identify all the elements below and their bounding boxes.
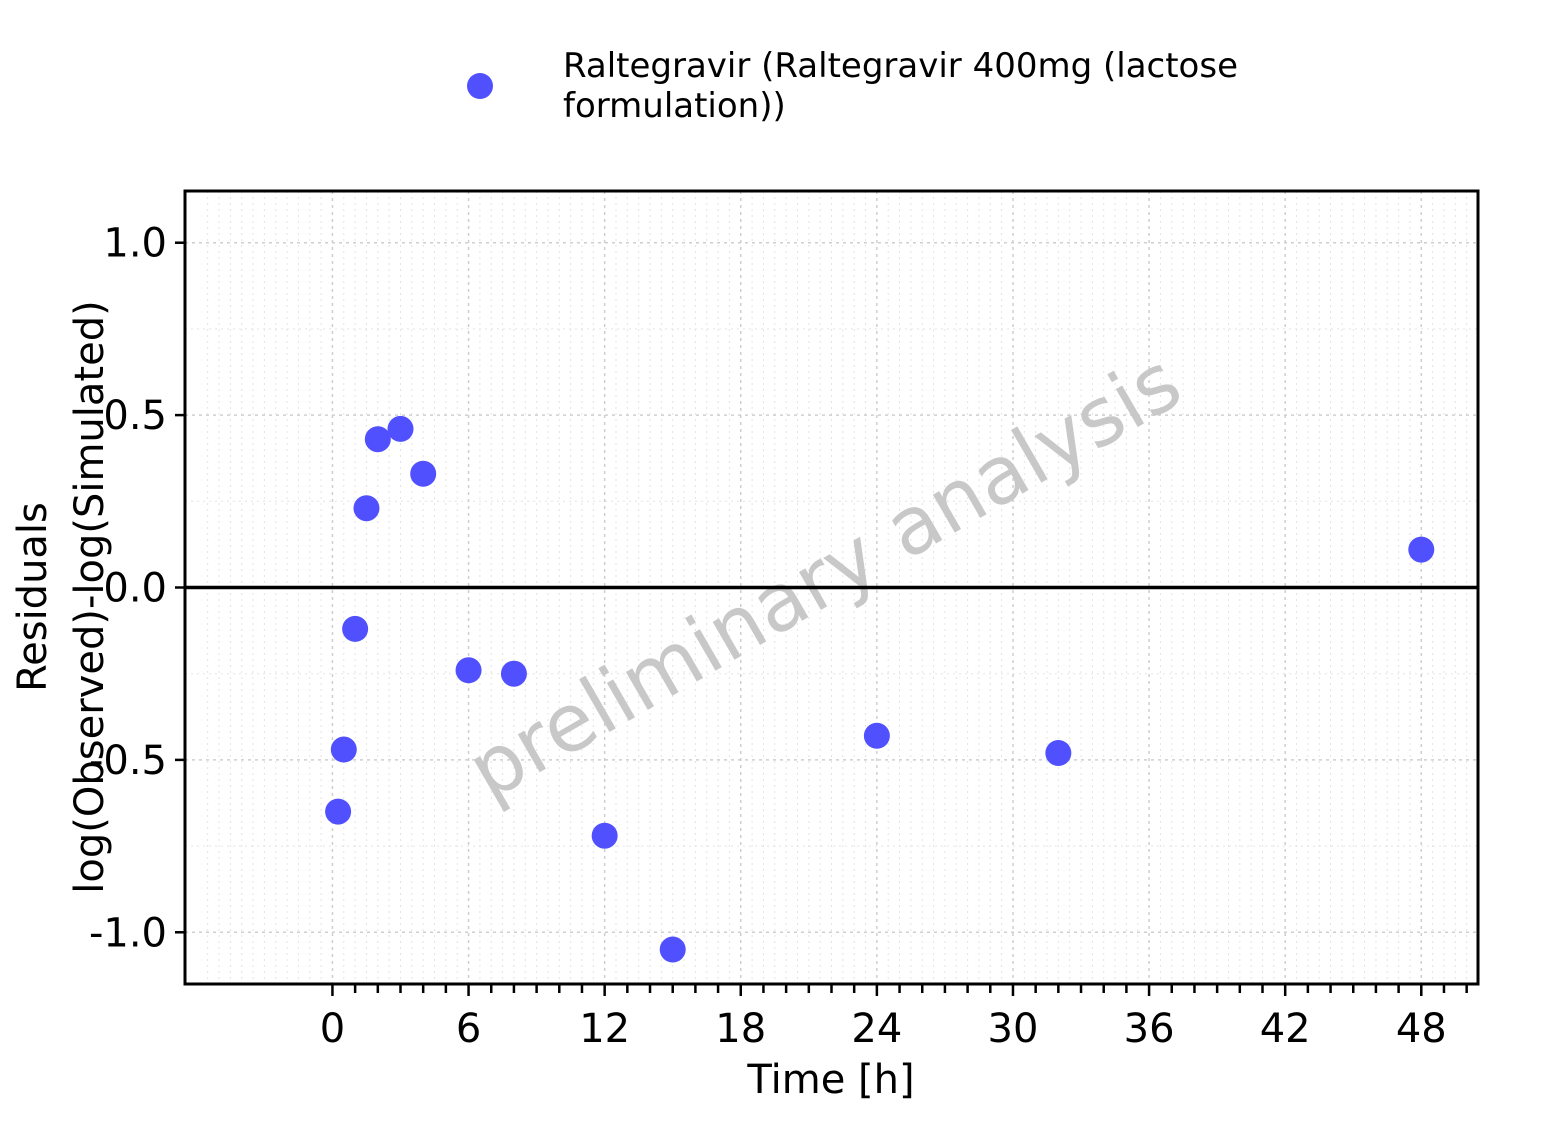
data-point <box>591 822 618 849</box>
x-tick-label: 0 <box>320 1006 345 1052</box>
data-point <box>325 798 352 825</box>
y-tick-label: 1.0 <box>103 221 167 267</box>
data-point <box>353 495 380 522</box>
data-point <box>342 615 369 642</box>
data-point <box>1045 739 1072 766</box>
x-tick-label: 42 <box>1260 1006 1311 1052</box>
y-tick-label: -1.0 <box>89 910 167 956</box>
y-tick-label: 0.0 <box>103 566 167 612</box>
data-point <box>387 415 414 442</box>
x-tick-label: 24 <box>851 1006 902 1052</box>
watermark: preliminary analysis <box>452 335 1196 818</box>
x-tick-label: 18 <box>715 1006 766 1052</box>
x-tick-label: 6 <box>456 1006 481 1052</box>
x-tick-label: 36 <box>1124 1006 1175 1052</box>
x-tick-label: 12 <box>579 1006 630 1052</box>
x-tick-label: 30 <box>988 1006 1039 1052</box>
y-tick-label: -0.5 <box>89 738 167 784</box>
legend-label-line-1: Raltegravir (Raltegravir 400mg (lactose <box>563 46 1238 86</box>
legend: Raltegravir (Raltegravir 400mg (lactose … <box>467 46 1238 126</box>
data-point <box>364 426 391 453</box>
y-tick-label: 0.5 <box>103 393 167 439</box>
data-point <box>659 936 686 963</box>
legend-label-line-2: formulation)) <box>563 86 786 126</box>
data-point <box>455 657 482 684</box>
x-axis-title: Time [h] <box>746 1057 914 1103</box>
data-point <box>500 660 527 687</box>
legend-marker <box>467 73 493 99</box>
data-point <box>410 460 437 487</box>
data-point <box>330 736 357 763</box>
data-point <box>863 722 890 749</box>
x-tick-label: 48 <box>1396 1006 1447 1052</box>
axes: 0 6 12 18 24 30 36 42 48 -1.0 -0.5 0.0 0.5 1.0 <box>89 221 1468 1052</box>
data-point <box>1408 536 1435 563</box>
y-axis-title-line-1: Residuals <box>10 502 56 692</box>
y-axis-title-line-2: log(Observed)-log(Simulated) <box>67 300 113 893</box>
data-points <box>325 415 1435 963</box>
